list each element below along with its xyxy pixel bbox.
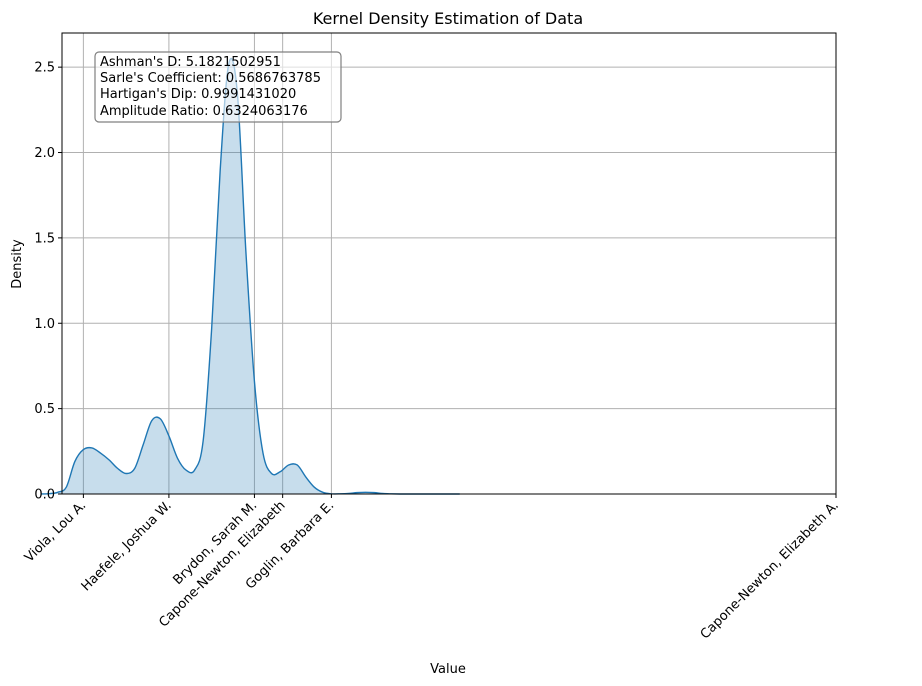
y-ticks: 0.0 0.5 1.0 1.5 2.0 2.5 <box>34 61 62 503</box>
density-area <box>40 58 460 495</box>
y-axis-label: Density <box>10 239 25 289</box>
chart-title: Kernel Density Estimation of Data <box>313 9 583 28</box>
stat-ashmans-d: Ashman's D: 5.1821502951 <box>100 55 281 70</box>
x-axis-label: Value <box>430 662 466 677</box>
stat-sarles-coefficient: Sarle's Coefficient: 0.5686763785 <box>100 71 321 86</box>
stats-box-background <box>94 51 342 123</box>
y-tick-label: 2.0 <box>34 146 55 161</box>
y-tick-label: 0.5 <box>34 402 55 417</box>
density-layer <box>40 57 460 495</box>
y-tick-label: 1.0 <box>34 317 55 332</box>
x-ticks: Viola, Lou A.Haefele, Joshua W.Brydon, S… <box>22 494 842 642</box>
x-tick-label: Haefele, Joshua W. <box>79 498 175 594</box>
y-tick-label: 2.5 <box>34 61 55 76</box>
x-tick-label: Viola, Lou A. <box>22 498 89 565</box>
stat-amplitude-ratio: Amplitude Ratio: 0.6324063176 <box>100 104 308 119</box>
x-tick-label: Capone-Newton, Elizabeth A. <box>698 498 842 642</box>
y-tick-label: 0.0 <box>34 488 55 503</box>
stat-hartigans-dip: Hartigan's Dip: 0.9991431020 <box>100 87 296 102</box>
plot-frame <box>61 32 837 495</box>
x-tick-label: Goglin, Barbara E. <box>243 498 337 592</box>
y-tick-label: 1.5 <box>34 231 55 246</box>
stats-annotation-box: Ashman's D: 5.1821502951 Sarle's Coeffic… <box>94 51 342 123</box>
